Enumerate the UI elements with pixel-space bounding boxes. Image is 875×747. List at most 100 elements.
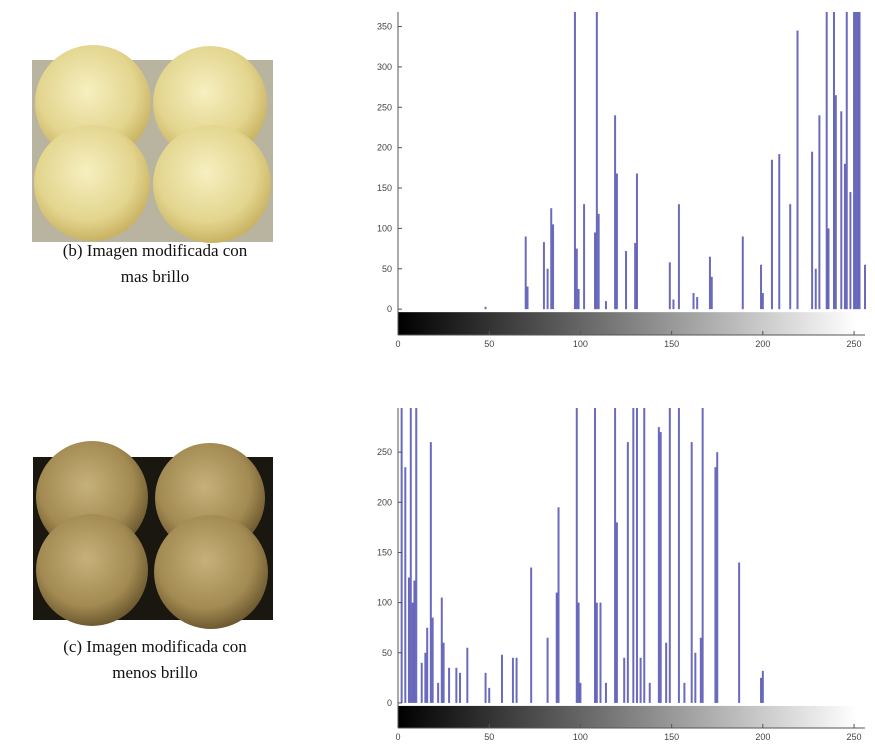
histogram-bar [692,293,695,310]
histogram-bar [716,452,719,703]
histogram-bar [604,682,607,703]
y-tick-label: 250 [377,447,392,457]
histogram-bar [760,264,763,310]
y-tick-label: 50 [382,648,392,658]
histogram-bar [615,522,618,703]
histogram-bar [701,408,704,703]
histogram-bar [657,427,660,703]
histogram-bar [431,617,434,703]
histogram-bar [448,667,451,703]
y-tick-label: 100 [377,598,392,608]
histogram-bar [761,670,764,703]
histogram-bar [864,264,866,310]
caption: (c) Imagen modificada con [63,637,247,656]
histogram-bar [595,12,598,310]
histogram-bar [677,204,680,310]
histogram-bar [677,408,680,703]
plot-area [398,408,865,728]
x-tick-label: 50 [484,732,494,742]
histogram-bar [694,652,697,703]
histogram-bar [827,228,830,310]
histogram-bar [526,286,529,310]
histogram-bar [845,12,848,310]
histogram-bar [573,12,576,310]
histogram-bar [843,163,846,310]
histogram-bar [594,408,597,703]
x-tick-label: 0 [395,339,400,349]
histogram-bar [635,408,638,703]
histogram-bar [699,637,702,703]
x-tick-label: 200 [755,732,770,742]
histogram-bar [659,432,662,703]
photo-bright [32,45,273,243]
histogram-bar [639,657,642,703]
histogram-bar [550,208,553,310]
histogram-bar [625,251,628,310]
histogram-bar [789,204,792,310]
histogram-bar [632,408,635,703]
histogram-bar [811,151,814,310]
histogram-bar [778,154,781,310]
histogram-bar [426,627,429,703]
x-tick-label: 250 [847,339,862,349]
y-tick-label: 250 [377,102,392,112]
histogram-bar [738,562,741,703]
histogram-bar [575,408,578,703]
photo-dark [33,441,273,629]
histogram-bar [424,652,427,703]
histogram-bar [668,262,671,310]
histogram-bar [594,232,597,310]
histogram-bar [741,236,744,310]
histogram-bar [854,12,857,310]
histogram-bar [415,408,418,703]
histogram-bar [840,111,843,310]
histogram-bar [690,442,693,703]
histogram-bar [552,224,555,310]
y-tick-label: 150 [377,547,392,557]
y-tick-label: 200 [377,497,392,507]
histogram-bar [575,248,578,310]
x-tick-label: 150 [664,339,679,349]
histogram-bar [440,597,443,703]
histogram-bar [413,580,416,703]
colorbar [398,312,857,335]
histogram-bar [761,293,764,310]
colorbar [398,705,857,728]
histogram-bar [500,654,503,703]
caption: menos brillo [112,663,197,682]
histogram-bar [683,682,686,703]
histogram-bar [411,602,414,703]
histogram-bar [546,268,549,310]
histogram-bar [825,12,828,310]
histogram-bar [557,507,560,703]
histogram-bar [648,682,651,703]
histogram-bar [579,682,582,703]
histogram-bar [853,12,856,310]
histogram-bar [420,662,423,703]
x-tick-label: 200 [755,339,770,349]
histogram-bar [665,642,668,703]
histogram-bar [796,30,799,310]
histogram-bar [407,577,410,703]
histogram-bar [546,637,549,703]
histogram-bar [530,567,533,703]
histogram-bar [710,276,713,310]
x-tick-label: 150 [664,732,679,742]
histogram-bar [524,236,527,310]
histogram-bar [818,115,821,310]
x-tick-label: 100 [573,732,588,742]
y-tick-label: 50 [382,264,392,274]
histogram-bar [409,408,412,703]
y-tick-label: 200 [377,143,392,153]
histogram-bar [542,242,545,310]
histogram-bar [834,95,837,310]
histogram-bar [455,667,458,703]
histogram-bar [760,677,763,703]
histogram-bar [814,268,817,310]
caption: (b) Imagen modificada con [63,241,248,260]
histogram-bar [583,204,586,310]
y-tick-label: 350 [377,22,392,32]
x-tick-label: 50 [484,339,494,349]
